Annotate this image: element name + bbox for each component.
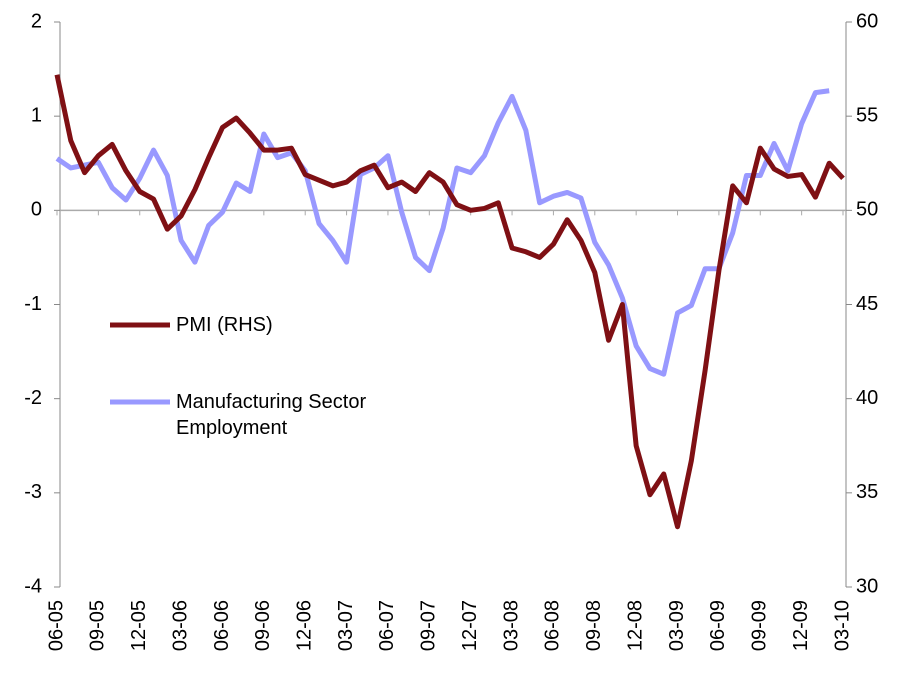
y-tick-label: 1	[31, 104, 42, 126]
x-tick-label: 03-06	[169, 600, 191, 651]
x-tick-label: 09-09	[749, 600, 771, 651]
x-tick-label: 06-09	[707, 600, 729, 651]
x-tick-label: 12-08	[624, 600, 646, 651]
x-tick-label: 03-08	[500, 600, 522, 651]
y2-tick-label: 45	[856, 293, 878, 315]
x-tick-label: 09-06	[252, 600, 274, 651]
y-tick-label: 0	[31, 199, 42, 221]
x-tick-label: 12-06	[293, 600, 315, 651]
x-tick-label: 06-08	[542, 600, 564, 651]
y-tick-label: -4	[24, 575, 42, 597]
x-tick-label: 09-05	[87, 600, 109, 651]
legend-label: PMI (RHS)	[176, 314, 273, 336]
series-line	[54, 74, 845, 530]
x-tick-label: 12-07	[459, 600, 481, 651]
x-tick-label: 09-08	[583, 600, 605, 651]
legend-label: Manufacturing Sector Employment	[176, 391, 367, 439]
x-tick-label: 06-07	[376, 600, 398, 651]
x-tick-label: 09-07	[418, 600, 440, 651]
x-tick-label: 03-09	[666, 600, 688, 651]
y2-tick-label: 55	[856, 104, 878, 126]
x-tick-label: 06-06	[211, 600, 233, 651]
y-tick-label: 2	[31, 10, 42, 32]
y2-tick-label: 40	[856, 387, 878, 409]
y2-tick-label: 50	[856, 199, 878, 221]
y2-tick-label: 30	[856, 575, 878, 597]
y-tick-label: -1	[24, 293, 42, 315]
y2-tick-label: 60	[856, 10, 878, 32]
x-tick-label: 12-05	[128, 600, 150, 651]
series-line	[55, 88, 830, 377]
x-tick-label: 06-05	[45, 600, 67, 651]
x-tick-label: 12-09	[790, 600, 812, 651]
x-tick-label: 03-10	[831, 600, 853, 651]
x-tick-label: 03-07	[335, 600, 357, 651]
y-tick-label: -3	[24, 481, 42, 503]
y2-tick-label: 35	[856, 481, 878, 503]
y-tick-label: -2	[24, 387, 42, 409]
